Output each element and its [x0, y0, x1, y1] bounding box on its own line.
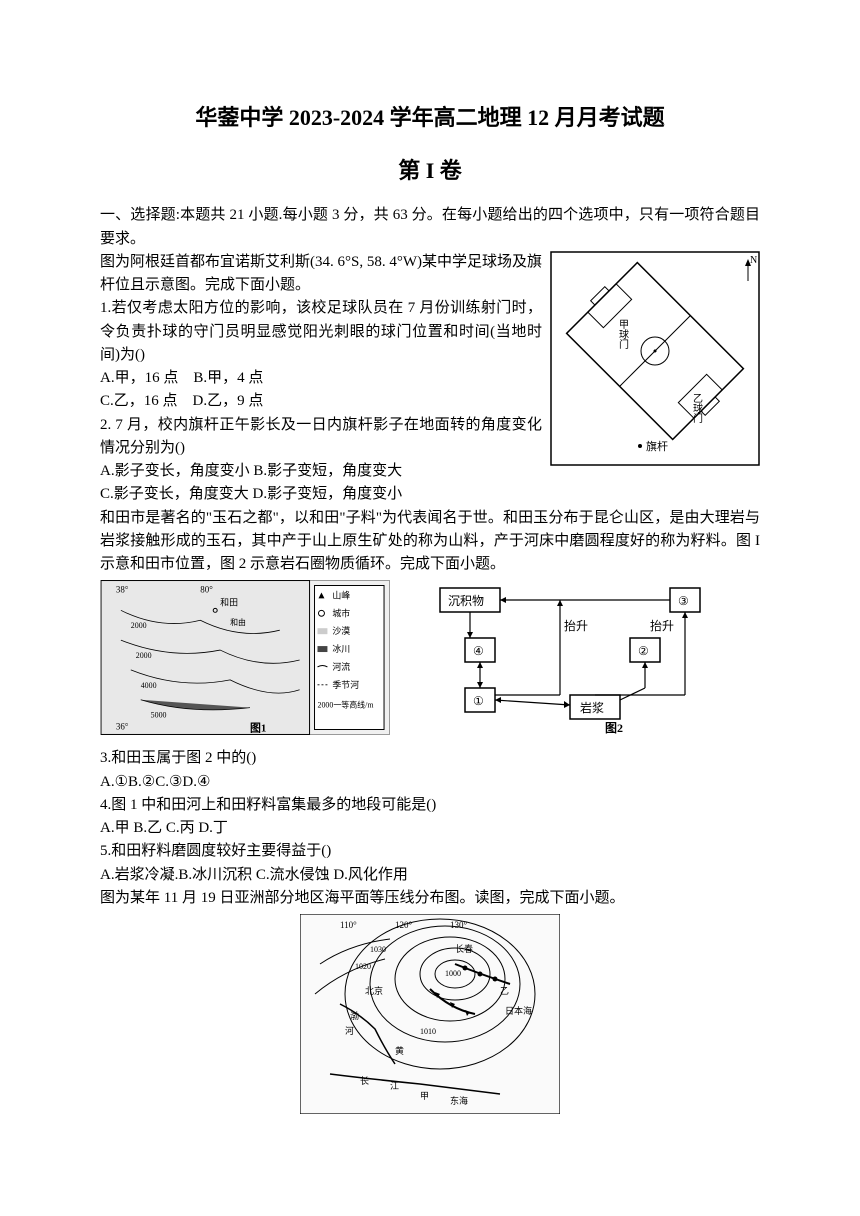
svg-text:长: 长	[360, 1075, 369, 1086]
svg-text:③: ③	[678, 594, 689, 608]
svg-text:沉积物: 沉积物	[448, 594, 484, 608]
svg-text:河流: 河流	[332, 661, 350, 672]
section-instruction: 一、选择题:本题共 21 小题.每小题 3 分，共 63 分。在每小题给出的四个…	[100, 204, 760, 251]
svg-text:沙漠: 沙漠	[332, 627, 350, 637]
q5-stem: 5.和田籽料磨圆度较好主要得益于()	[100, 840, 760, 863]
svg-text:图1: 图1	[250, 722, 266, 735]
figures-row: 38° 80° 36° 2000 2000 4000 5000 和田 和由 山峰…	[100, 580, 760, 743]
soccer-field-diagram: N 甲球门 乙球门 旗杆	[550, 251, 760, 466]
svg-text:图2: 图2	[605, 721, 623, 735]
q2-stem: 2. 7 月，校内旗杆正午影长及一日内旗杆影子在地面转的角度变化情况分别为()	[100, 414, 542, 461]
svg-text:黄: 黄	[395, 1045, 404, 1056]
subtitle: 第 I 卷	[100, 153, 760, 188]
svg-text:季节河: 季节河	[332, 679, 359, 690]
svg-text:2000: 2000	[136, 651, 152, 660]
goal-a-label: 甲球门	[617, 319, 629, 350]
q2-options-row2: C.影子变长，角度变大 D.影子变短，角度变小	[100, 483, 542, 506]
svg-text:1010: 1010	[420, 1027, 436, 1036]
svg-text:和田: 和田	[220, 598, 238, 608]
q5-options: A.岩浆冷凝.B.冰川沉积 C.流水侵蚀 D.风化作用	[100, 864, 760, 887]
svg-text:1030: 1030	[370, 945, 386, 954]
q3-stem: 3.和田玉属于图 2 中的()	[100, 747, 760, 770]
goal-b-label: 乙球门	[691, 393, 703, 424]
svg-text:岩浆: 岩浆	[580, 700, 604, 715]
svg-text:38°: 38°	[116, 585, 129, 595]
svg-text:5000: 5000	[151, 711, 167, 720]
q1-stem: 1.若仅考虑太阳方位的影响，该校足球队员在 7 月份训练射门时，令负责扑球的守门…	[100, 297, 542, 367]
q1-a: A.甲，16 点	[100, 370, 178, 386]
map-figure1: 38° 80° 36° 2000 2000 4000 5000 和田 和由 山峰…	[100, 580, 390, 743]
north-label: N	[750, 255, 757, 266]
context3: 图为某年 11 月 19 日亚洲部分地区海平面等压线分布图。读图，完成下面小题。	[100, 887, 760, 910]
svg-text:东海: 东海	[450, 1095, 468, 1106]
svg-text:江: 江	[390, 1081, 399, 1091]
q3-options: A.①B.②C.③D.④	[100, 771, 760, 794]
svg-text:甲: 甲	[420, 1091, 429, 1101]
q1-b: B.甲，4 点	[193, 370, 263, 386]
svg-text:长春: 长春	[455, 943, 473, 954]
page-title: 华蓥中学 2023-2024 学年高二地理 12 月月考试题	[100, 100, 760, 135]
svg-text:抬升: 抬升	[650, 619, 674, 633]
svg-text:抬升: 抬升	[564, 619, 588, 633]
svg-text:110°: 110°	[340, 920, 357, 930]
svg-text:河: 河	[345, 1025, 354, 1036]
q2-options-row1: A.影子变长，角度变小 B.影子变短，角度变大	[100, 460, 542, 483]
q4-stem: 4.图 1 中和田河上和田籽料富集最多的地段可能是()	[100, 794, 760, 817]
context1: 图为阿根廷首都布宜诺斯艾利斯(34. 6°S, 58. 4°W)某中学足球场及旗…	[100, 251, 542, 298]
svg-text:①: ①	[473, 694, 484, 708]
svg-text:北京: 北京	[365, 985, 383, 996]
svg-text:山峰: 山峰	[332, 591, 350, 601]
q1-options-row2: C.乙，16 点 D.乙，9 点	[100, 390, 542, 413]
q4-options: A.甲 B.乙 C.丙 D.丁	[100, 817, 760, 840]
svg-text:④: ④	[473, 644, 484, 658]
svg-text:②: ②	[638, 644, 649, 658]
svg-text:2000: 2000	[131, 622, 147, 631]
svg-text:城市: 城市	[332, 608, 350, 619]
svg-text:1000: 1000	[445, 969, 461, 978]
svg-text:乙: 乙	[500, 986, 509, 996]
svg-text:2000一等高线/m: 2000一等高线/m	[317, 700, 374, 710]
svg-text:冰川: 冰川	[332, 643, 350, 654]
svg-text:4000: 4000	[141, 681, 157, 690]
weather-map-figure: 110° 120° 130° 1000 1030 1020 1010 长春 北京…	[300, 914, 560, 1122]
q1-options-row1: A.甲，16 点 B.甲，4 点	[100, 367, 542, 390]
rock-cycle-figure2: 沉积物 ③ ④ ② ① 岩浆 抬升 抬升	[430, 580, 720, 743]
q1-c: C.乙，16 点	[100, 393, 178, 409]
svg-text:1020: 1020	[355, 962, 371, 971]
q1-q2-block: 图为阿根廷首都布宜诺斯艾利斯(34. 6°S, 58. 4°W)某中学足球场及旗…	[100, 251, 760, 507]
svg-text:日本海: 日本海	[505, 1005, 532, 1016]
q1-d: D.乙，9 点	[193, 393, 264, 409]
context2: 和田市是著名的"玉石之都"，以和田"子料"为代表闻名于世。和田玉分布于昆仑山区，…	[100, 507, 760, 577]
svg-text:和由: 和由	[230, 618, 246, 628]
flagpole-label: 旗杆	[646, 439, 668, 453]
svg-text:80°: 80°	[200, 585, 213, 595]
svg-text:36°: 36°	[116, 722, 129, 732]
